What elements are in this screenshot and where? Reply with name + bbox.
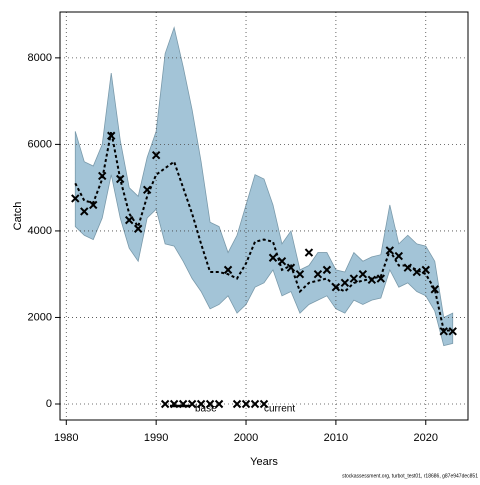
observed-point [142, 185, 152, 195]
observed-point [421, 265, 430, 275]
observed-point [385, 246, 395, 255]
observed-point [367, 275, 377, 285]
y-tick-label: 4000 [28, 225, 52, 237]
observed-point [322, 265, 332, 275]
x-tick-label: 1990 [144, 432, 168, 444]
observed-point [107, 131, 116, 140]
observed-point [268, 253, 278, 262]
observed-point [205, 399, 215, 409]
confidence-band [74, 26, 454, 347]
observed-point [232, 399, 242, 409]
x-tick-label: 2020 [414, 432, 438, 444]
observed-point [223, 265, 233, 275]
observed-point [241, 399, 251, 409]
y-axis-label: Catch [12, 202, 24, 231]
observed-point [340, 278, 350, 288]
footer: stockassessment.org, turbot_test01, r186… [342, 473, 478, 479]
x-tick-label: 2010 [324, 432, 348, 444]
observed-point [358, 269, 368, 279]
legend-label: base [195, 404, 217, 415]
y-tick-label: 0 [46, 398, 52, 410]
legend-label: current [264, 404, 295, 415]
observed-point [349, 274, 359, 283]
observed-point [160, 399, 170, 409]
observed-point [214, 399, 224, 409]
observed-point [376, 274, 386, 283]
observed-point [394, 251, 404, 261]
observed-point [80, 207, 89, 216]
x-tick-label: 2000 [234, 432, 258, 444]
observed-point [250, 399, 260, 409]
observed-point [116, 174, 125, 184]
observed-point [259, 399, 269, 409]
observed-point [412, 267, 421, 277]
observed-point [331, 282, 341, 292]
y-tick-label: 8000 [28, 52, 52, 64]
observed-point [313, 269, 323, 279]
observed-point [133, 224, 143, 233]
observed-point [151, 151, 161, 160]
observed-point [439, 327, 448, 336]
y-tick-label: 2000 [28, 311, 52, 323]
observed-point [196, 399, 206, 409]
x-tick-label: 1980 [54, 432, 78, 444]
observed-point [124, 215, 134, 225]
observed-point [286, 263, 296, 272]
observed-point [430, 285, 439, 294]
plot-frame [59, 11, 469, 421]
y-tick-label: 6000 [28, 138, 52, 150]
observed-point [448, 327, 457, 336]
observed-point [89, 200, 98, 210]
observed-point [71, 194, 80, 203]
observed-point [304, 248, 314, 257]
observed-point [277, 257, 287, 266]
observed-point [403, 263, 412, 272]
x-axis-label: Years [250, 456, 278, 468]
observed-point [295, 269, 305, 279]
observed-point [98, 171, 107, 181]
